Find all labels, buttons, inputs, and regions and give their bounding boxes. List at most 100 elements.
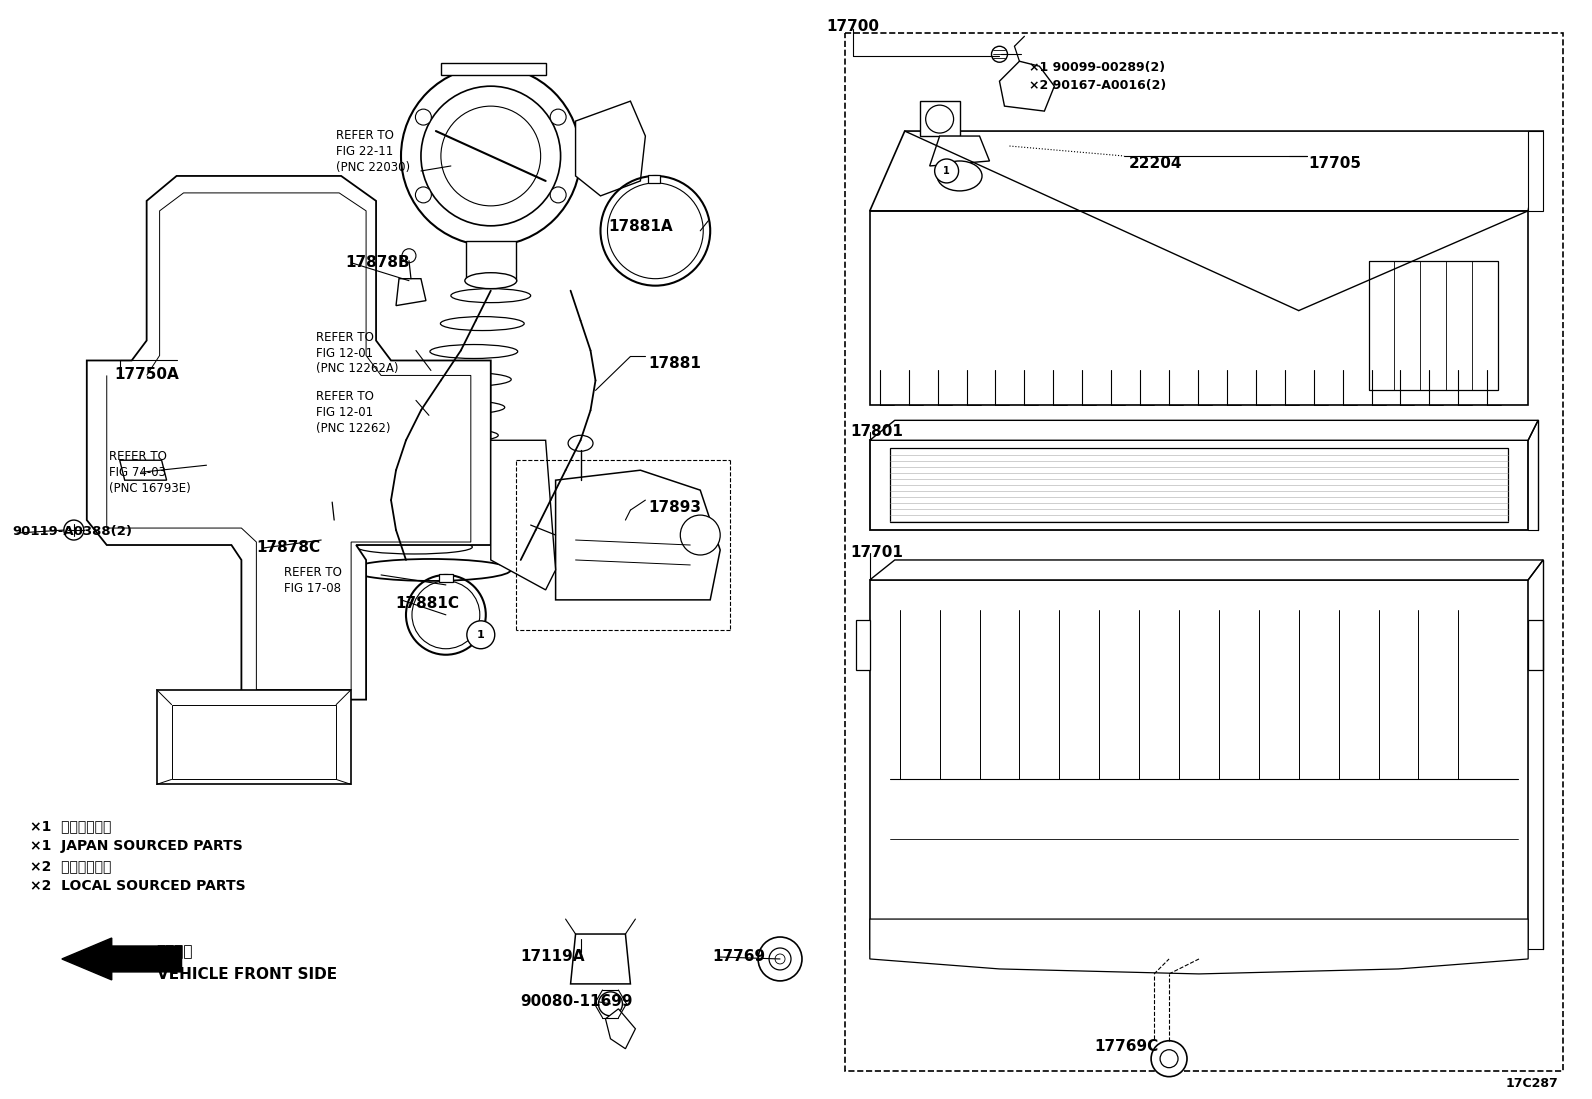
Text: 22204: 22204	[1129, 156, 1183, 171]
Text: (PNC 22030): (PNC 22030)	[336, 160, 411, 174]
Polygon shape	[119, 460, 167, 480]
Ellipse shape	[938, 160, 982, 191]
Text: 17701: 17701	[850, 545, 903, 560]
Text: 17878B: 17878B	[345, 255, 409, 269]
Text: 17878C: 17878C	[256, 540, 320, 555]
Polygon shape	[1528, 131, 1543, 211]
Text: ×2  LOCAL SOURCED PARTS: ×2 LOCAL SOURCED PARTS	[30, 879, 245, 893]
Text: (PNC 12262A): (PNC 12262A)	[317, 363, 398, 376]
Text: (PNC 16793E): (PNC 16793E)	[108, 482, 191, 496]
Circle shape	[441, 107, 541, 206]
Polygon shape	[466, 241, 516, 280]
Polygon shape	[396, 279, 427, 306]
Circle shape	[551, 109, 567, 125]
Circle shape	[599, 992, 622, 1015]
Circle shape	[769, 948, 791, 970]
Circle shape	[416, 187, 431, 203]
Polygon shape	[920, 101, 960, 136]
Polygon shape	[1528, 620, 1543, 669]
Ellipse shape	[352, 559, 511, 581]
Text: 17801: 17801	[850, 424, 903, 440]
Polygon shape	[869, 131, 1543, 211]
Circle shape	[325, 490, 339, 504]
Ellipse shape	[568, 435, 592, 452]
Text: 17769: 17769	[712, 950, 766, 964]
Circle shape	[420, 86, 560, 225]
Text: REFER TO: REFER TO	[317, 331, 374, 344]
Text: 17119A: 17119A	[521, 950, 586, 964]
Text: (PNC 12262): (PNC 12262)	[317, 422, 390, 435]
Text: ×1 90099-00289(2): ×1 90099-00289(2)	[1030, 62, 1165, 75]
Text: FIG 22-11: FIG 22-11	[336, 145, 393, 158]
Bar	[172, 704, 336, 779]
Polygon shape	[556, 470, 720, 600]
Polygon shape	[930, 136, 990, 166]
Circle shape	[992, 46, 1008, 63]
Text: 17769C: 17769C	[1094, 1039, 1159, 1054]
Polygon shape	[648, 175, 661, 182]
Text: 17893: 17893	[648, 500, 702, 515]
Polygon shape	[576, 101, 645, 196]
Polygon shape	[869, 420, 1538, 441]
Text: FIG 74-03: FIG 74-03	[108, 466, 166, 479]
Text: 17881: 17881	[648, 356, 700, 371]
Circle shape	[551, 187, 567, 203]
Ellipse shape	[465, 273, 517, 289]
Text: REFER TO: REFER TO	[108, 451, 167, 464]
Circle shape	[935, 159, 958, 182]
Polygon shape	[88, 176, 490, 700]
Polygon shape	[856, 620, 869, 669]
Text: 90080-11699: 90080-11699	[521, 993, 634, 1009]
Text: 17C287: 17C287	[1506, 1077, 1559, 1090]
Polygon shape	[605, 1009, 635, 1048]
Bar	[1369, 260, 1498, 390]
Text: 17705: 17705	[1309, 156, 1361, 171]
Circle shape	[1161, 1050, 1178, 1068]
Text: VEHICLE FRONT SIDE: VEHICLE FRONT SIDE	[156, 967, 338, 981]
Bar	[890, 448, 1508, 522]
Text: ×1  日本調達部品: ×1 日本調達部品	[30, 820, 111, 833]
FancyArrow shape	[62, 939, 181, 980]
Text: FIG 12-01: FIG 12-01	[317, 407, 374, 420]
Bar	[845, 33, 1563, 1070]
Circle shape	[925, 106, 954, 133]
Text: ×2  現地調達部品: ×2 現地調達部品	[30, 859, 111, 874]
Polygon shape	[869, 441, 1528, 530]
Text: REFER TO: REFER TO	[285, 566, 342, 579]
Circle shape	[403, 248, 416, 263]
Polygon shape	[869, 560, 1543, 580]
Text: 1: 1	[478, 630, 484, 640]
Text: 車両前方: 車両前方	[156, 944, 193, 959]
Circle shape	[1189, 929, 1208, 950]
Polygon shape	[869, 580, 1528, 950]
Polygon shape	[490, 441, 556, 590]
Circle shape	[1151, 1041, 1188, 1077]
Circle shape	[1181, 921, 1216, 957]
Text: FIG 12-01: FIG 12-01	[317, 346, 374, 359]
Bar	[156, 690, 352, 785]
Polygon shape	[869, 919, 1528, 974]
Circle shape	[466, 621, 495, 648]
Polygon shape	[869, 211, 1528, 406]
Circle shape	[775, 954, 785, 964]
Text: ×2 90167-A0016(2): ×2 90167-A0016(2)	[1030, 79, 1167, 92]
Polygon shape	[439, 574, 452, 581]
Text: 17881C: 17881C	[395, 596, 458, 611]
Text: REFER TO: REFER TO	[317, 390, 374, 403]
Circle shape	[64, 520, 84, 540]
Circle shape	[680, 515, 720, 555]
Text: REFER TO: REFER TO	[336, 129, 395, 142]
Text: 17700: 17700	[826, 20, 879, 34]
Text: 17881A: 17881A	[608, 219, 673, 234]
Text: 17750A: 17750A	[115, 367, 180, 382]
Polygon shape	[441, 64, 546, 75]
Circle shape	[401, 66, 581, 246]
Text: 1: 1	[942, 166, 950, 176]
Text: 90119-A0388(2): 90119-A0388(2)	[13, 525, 132, 539]
Circle shape	[758, 937, 802, 981]
Text: FIG 17-08: FIG 17-08	[285, 581, 341, 595]
Polygon shape	[570, 934, 630, 984]
Polygon shape	[1000, 62, 1054, 111]
Text: ×1  JAPAN SOURCED PARTS: ×1 JAPAN SOURCED PARTS	[30, 840, 242, 853]
Polygon shape	[318, 520, 349, 547]
